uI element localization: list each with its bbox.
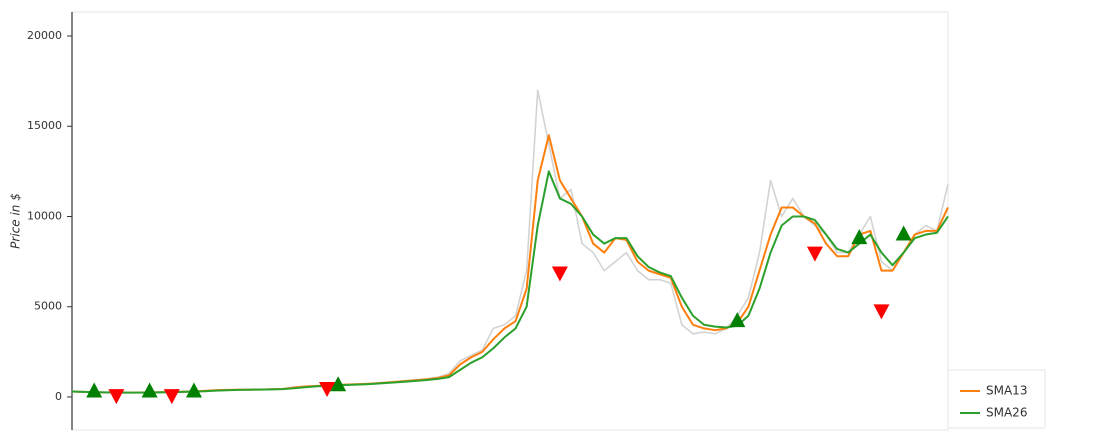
sell-marker xyxy=(108,389,125,405)
buy-marker xyxy=(330,376,347,392)
legend-box xyxy=(947,369,1046,429)
legend-label: SMA13 xyxy=(986,384,1027,398)
y-tick-label: 20000 xyxy=(27,29,62,42)
y-tick-label: 15000 xyxy=(27,119,62,132)
buy-marker xyxy=(141,382,158,398)
y-tick-label: 0 xyxy=(55,390,62,403)
sell-marker xyxy=(163,389,180,405)
sell-marker xyxy=(551,266,568,282)
buy-marker xyxy=(895,225,912,241)
legend-label: SMA26 xyxy=(986,406,1027,420)
y-tick-label: 5000 xyxy=(34,300,62,313)
buy-marker xyxy=(86,382,103,398)
sell-marker xyxy=(873,304,890,320)
buy-marker xyxy=(185,382,202,398)
y-tick-label: 10000 xyxy=(27,209,62,222)
sell-marker xyxy=(319,381,336,397)
y-axis-title: Price in $ xyxy=(9,193,23,249)
sell-marker xyxy=(806,246,823,262)
buy-marker xyxy=(851,229,868,245)
sma-line xyxy=(71,170,949,394)
price-line xyxy=(71,89,949,394)
buy-marker xyxy=(729,312,746,328)
sma-line xyxy=(71,134,949,394)
